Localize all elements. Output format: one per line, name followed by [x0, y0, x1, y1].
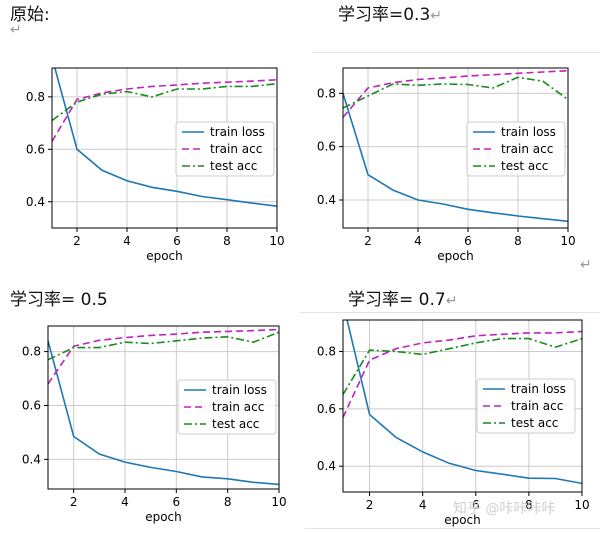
y-tick-label: 0.4 [317, 193, 336, 207]
x-tick-label: 6 [472, 498, 480, 512]
x-tick-label: 2 [364, 234, 372, 248]
plot-frame [51, 67, 278, 229]
y-tick-label: 0.8 [22, 345, 41, 359]
separator-line [305, 528, 600, 529]
legend-box [175, 121, 275, 177]
x-axis-label: epoch [146, 249, 183, 263]
x-tick-label: 4 [123, 234, 131, 248]
separator-line [300, 312, 600, 313]
series-line-train-acc [48, 328, 279, 385]
plot-frame [342, 67, 569, 229]
return-mark-icon: ↵ [430, 8, 443, 24]
plot-frame [47, 325, 280, 490]
series-line-test-acc [343, 76, 568, 109]
legend-label: test acc [210, 159, 257, 173]
y-tick-label: 0.8 [26, 90, 45, 104]
legend-label: train loss [501, 125, 556, 139]
y-tick-label: 0.4 [22, 452, 41, 466]
x-tick-label: 4 [414, 234, 422, 248]
x-tick-label: 6 [173, 495, 181, 509]
caption-lr-0.7: 学习率= 0.7↵ [348, 285, 457, 310]
legend-label: train acc [212, 400, 264, 414]
x-axis-label: epoch [437, 249, 474, 263]
legend-label: train loss [511, 382, 566, 396]
x-tick-label: 8 [224, 495, 232, 509]
series-line-test-acc [48, 331, 279, 361]
caption-lr-0.7-text: 学习率= 0.7 [348, 290, 446, 310]
series-line-train-acc [52, 79, 277, 142]
x-tick-label: 10 [269, 234, 284, 248]
x-tick-label: 2 [366, 498, 374, 512]
x-tick-label: 4 [419, 498, 427, 512]
series-line-train-acc [343, 330, 582, 418]
y-tick-label: 0.6 [317, 140, 336, 154]
series-line-test-acc [343, 337, 582, 395]
y-tick-label: 0.6 [22, 398, 41, 412]
x-tick-label: 2 [70, 495, 78, 509]
legend-box [177, 379, 277, 435]
x-tick-label: 10 [574, 498, 589, 512]
y-tick-label: 0.8 [317, 86, 336, 100]
legend-label: test acc [511, 416, 558, 430]
legend-box [466, 121, 566, 177]
legend-label: test acc [212, 417, 259, 431]
x-tick-label: 8 [223, 234, 231, 248]
caption-lr-0.3: 学习率=0.3↵ [338, 0, 442, 25]
series-line-train-loss [343, 93, 568, 223]
legend-label: train acc [511, 399, 563, 413]
x-axis-label: epoch [145, 510, 182, 524]
legend-box [476, 378, 576, 434]
series-line-test-acc [52, 82, 277, 122]
x-tick-label: 4 [121, 495, 129, 509]
y-tick-label: 0.6 [26, 142, 45, 156]
x-tick-label: 6 [173, 234, 181, 248]
return-mark-icon: ↵ [580, 257, 592, 273]
series-line-train-loss [346, 320, 582, 485]
return-mark-icon: ↵ [445, 293, 458, 309]
series-line-train-loss [48, 340, 279, 486]
x-tick-label: 10 [271, 495, 286, 509]
legend-label: train loss [212, 383, 267, 397]
series-line-train-loss [54, 68, 277, 207]
x-tick-label: 8 [514, 234, 522, 248]
y-tick-label: 0.8 [317, 345, 336, 359]
separator-line [312, 52, 600, 53]
legend-label: train acc [210, 142, 262, 156]
legend-label: test acc [501, 159, 548, 173]
x-tick-label: 10 [560, 234, 575, 248]
watermark: 知乎 @咔咔咔咔 [453, 501, 556, 517]
series-line-train-acc [343, 69, 568, 118]
return-mark-icon: ↵ [10, 22, 22, 38]
y-tick-label: 0.6 [317, 402, 336, 416]
y-tick-label: 0.4 [26, 195, 45, 209]
legend-label: train acc [501, 142, 553, 156]
caption-lr-0.5: 学习率= 0.5 [10, 290, 108, 310]
x-axis-label: epoch [444, 513, 481, 527]
x-tick-label: 2 [73, 234, 81, 248]
x-tick-label: 8 [525, 498, 533, 512]
x-tick-label: 6 [464, 234, 472, 248]
y-tick-label: 0.4 [317, 459, 336, 473]
plot-frame [342, 319, 583, 493]
caption-lr-0.3-text: 学习率=0.3 [338, 5, 431, 25]
legend-label: train loss [210, 125, 265, 139]
caption-original: 原始: [10, 5, 50, 25]
